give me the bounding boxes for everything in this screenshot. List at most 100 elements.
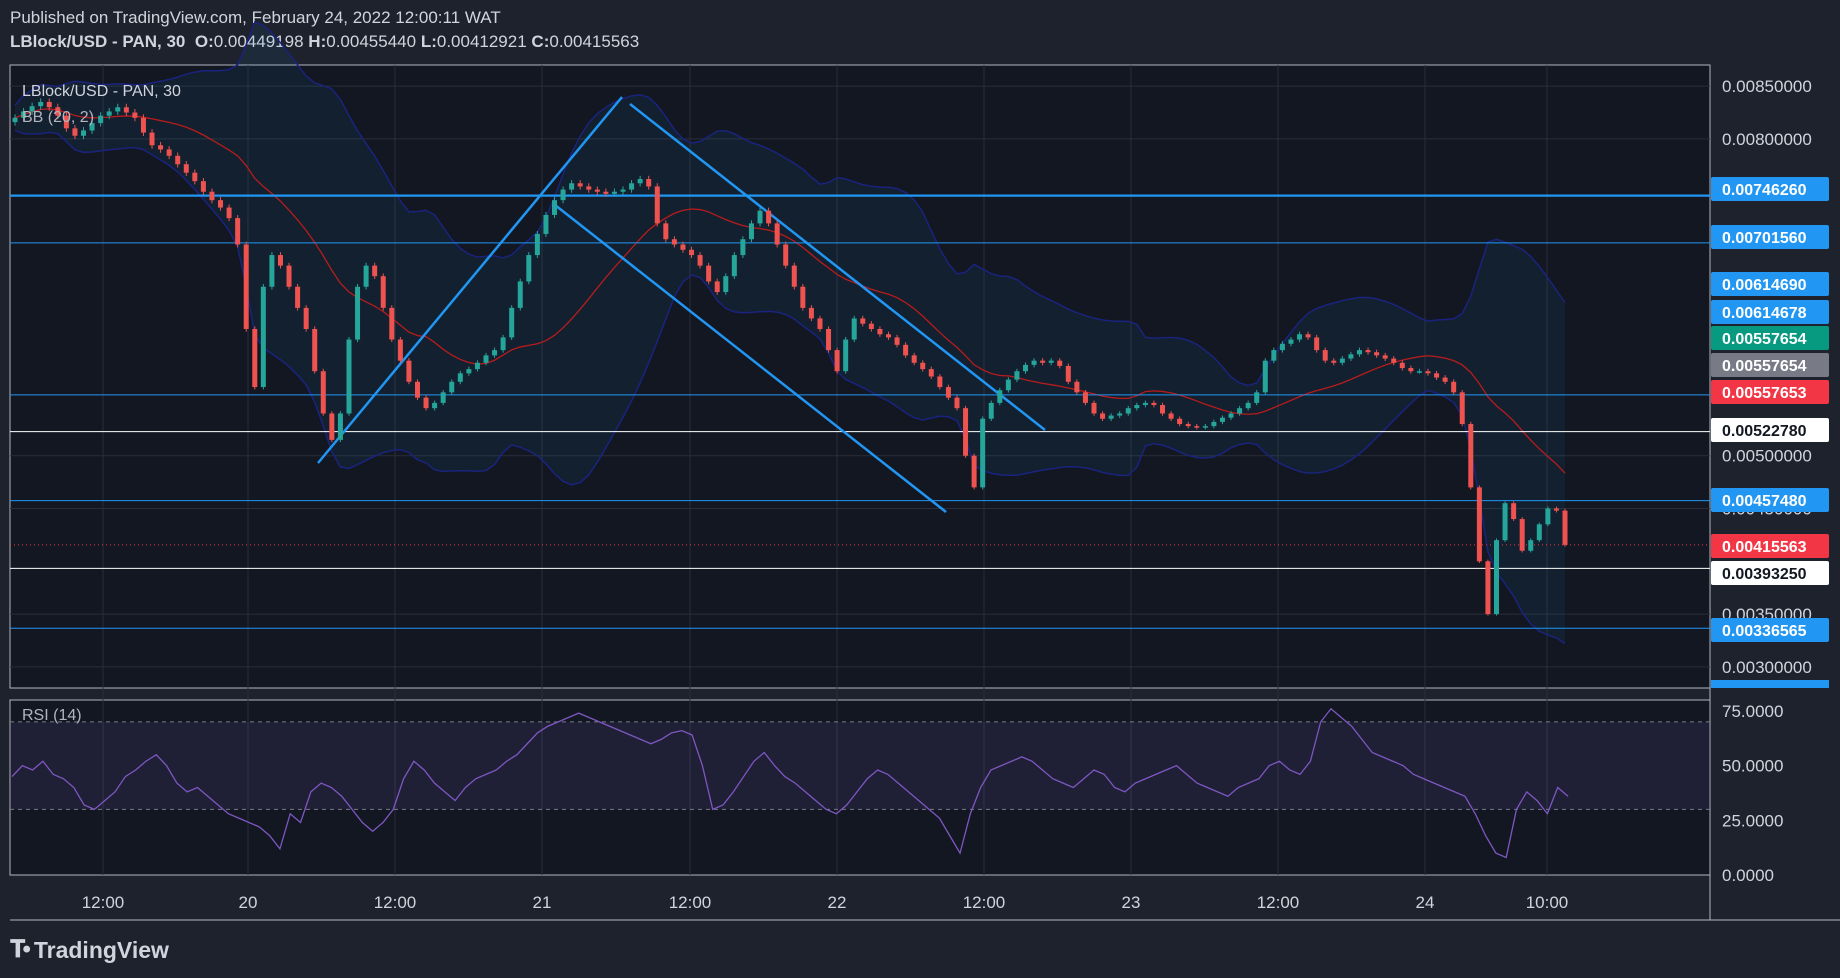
candle-body [1434,373,1440,378]
candle-body [414,381,420,398]
rsi-line [11,707,1569,859]
candle-body [1442,377,1448,382]
candle [1219,415,1225,425]
y-tick-label: 0.00850000 [1722,77,1812,96]
price-tag-bg [1711,534,1829,558]
candle-body [680,244,686,250]
candle [885,331,891,341]
candle [1322,347,1328,364]
candle [1177,416,1183,427]
trendline[interactable] [317,96,623,464]
candle-body [646,179,652,187]
tradingview-logo[interactable]: 𝐓• TradingView [10,936,169,964]
candle [808,305,814,322]
candle [757,207,763,227]
candle [766,207,772,227]
x-tick-label: 10:00 [1526,893,1569,912]
rsi-tick-label: 0.0000 [1722,866,1774,885]
candle [1005,377,1011,393]
candle [483,352,489,366]
candle-body [1348,354,1354,359]
candle-body [1271,350,1277,361]
candle [988,400,994,421]
x-tick-label: 12:00 [374,893,417,912]
candle [1399,360,1405,371]
price-pane[interactable] [9,64,1711,689]
candle-body [766,210,772,224]
candle [72,124,78,140]
candle-body [1519,519,1525,551]
candle-body [218,200,224,208]
candle [500,334,506,353]
candle [406,358,412,385]
candle-body [706,265,712,282]
candle-body [748,223,754,240]
price-tag-bg [1711,380,1829,404]
candle-body [774,223,780,245]
candle-body [1014,371,1020,380]
candle-body [697,255,703,266]
candle [1228,411,1234,420]
candle [1374,349,1380,358]
candle-body [449,381,455,393]
candle-body [560,189,566,201]
candle [1168,411,1174,421]
candle-body [457,373,463,382]
candle [12,114,18,126]
candle [620,186,626,195]
price-tag-label: 0.00614690 [1722,277,1807,294]
candle-body [1048,360,1054,363]
candle [1048,358,1054,366]
candle-body [372,265,378,277]
candle [423,395,429,411]
candle-body [1134,405,1140,409]
candle-body [1545,508,1551,525]
candle-body [1365,350,1371,353]
trendline[interactable] [629,103,1046,431]
price-tag-label: 0.00614678 [1722,305,1807,322]
candle [1331,358,1337,366]
candle-body [1288,339,1294,344]
candle [414,379,420,400]
candle [1185,421,1191,429]
candle-body [243,244,249,329]
trendline[interactable] [554,204,947,513]
candle [200,177,206,195]
candle-body [1108,415,1114,419]
candle-body [38,101,44,107]
candle [877,326,883,337]
candle-body [209,191,215,201]
candle-body [963,408,969,456]
candle-body [1237,408,1243,414]
candle [303,305,309,332]
candle [235,215,241,248]
price-tag: 0.00522780 [1711,418,1829,442]
candle [1434,370,1440,380]
candle [954,395,960,411]
candle-body [363,265,369,287]
candle-body [277,255,283,266]
candle-body [671,239,677,245]
candle-body [860,318,866,324]
candle-body [808,307,814,319]
candle [320,368,326,416]
candle-body [1057,360,1063,366]
candle-body [106,111,112,116]
price-tag-label: 0.00746260 [1722,182,1807,199]
price-tag: 0.00614678 [1711,300,1829,324]
price-tag: 0.00557654 [1711,353,1829,377]
candle-body [1185,424,1191,427]
candle-body [1416,371,1422,373]
price-tag: 0.00415563 [1711,534,1829,558]
close-value: 0.00415563 [549,32,640,51]
candle-body [98,115,104,124]
candle [1091,400,1097,416]
candle-body [1262,360,1268,393]
candle [654,183,660,227]
candle [663,220,669,243]
candle [149,129,155,149]
candle-body [1040,360,1046,363]
candle-body [868,323,874,329]
candle-body [1382,355,1388,359]
